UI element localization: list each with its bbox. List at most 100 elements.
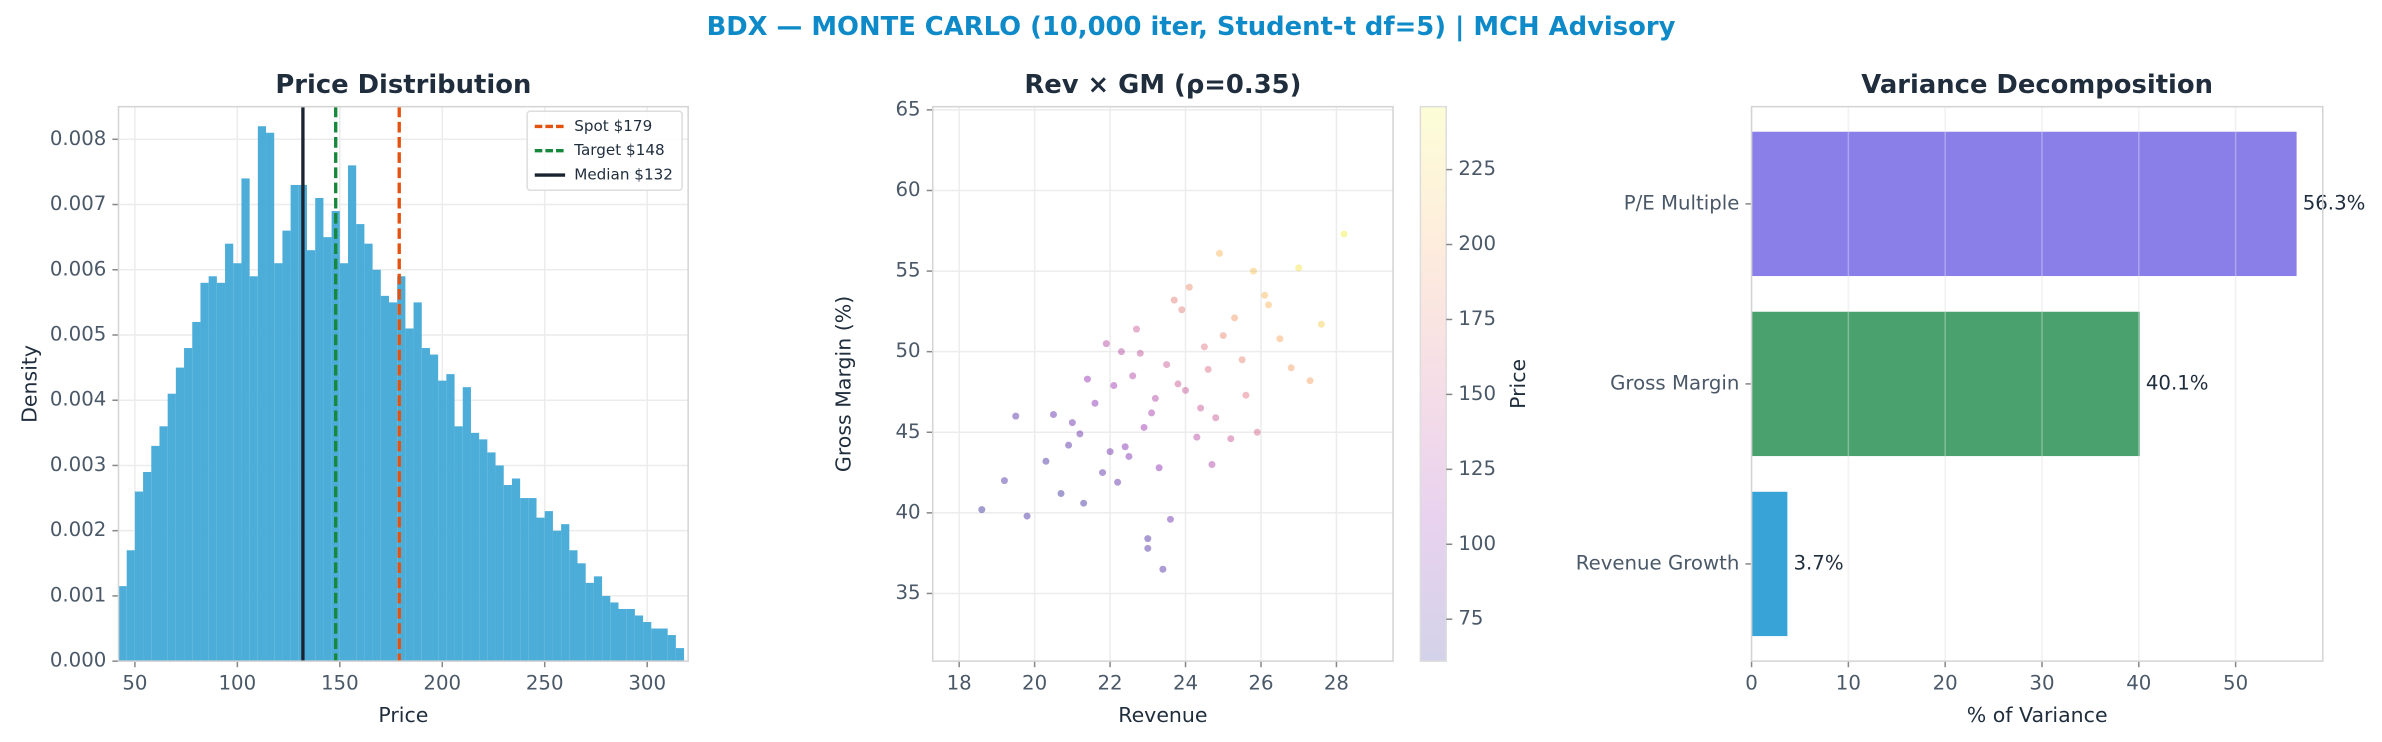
scatter-point — [1182, 386, 1190, 394]
histogram-bar — [372, 269, 381, 662]
histogram-bar — [249, 276, 258, 662]
y-tick-label: 0.003 — [50, 453, 107, 476]
x-axis-label: Revenue — [1118, 703, 1207, 727]
histogram-bar — [159, 426, 168, 662]
legend-label: Median $132 — [574, 166, 673, 184]
histogram-bar — [225, 243, 234, 662]
y-tick-label: 50 — [895, 339, 920, 362]
x-tick-label: 30 — [2029, 671, 2054, 694]
scatter-point — [1125, 452, 1133, 460]
histogram-bar — [626, 608, 635, 662]
x-tick-label: 200 — [423, 671, 461, 694]
x-tick-label: 28 — [1324, 671, 1349, 694]
category-label: P/E Multiple — [1624, 191, 1740, 214]
histogram-bar — [610, 602, 619, 662]
histogram-bar — [167, 393, 176, 662]
value-label: 3.7% — [1793, 551, 1843, 574]
histogram-bar — [233, 263, 242, 662]
scatter-point — [1215, 249, 1223, 257]
colorbar-tick-label: 75 — [1458, 607, 1483, 630]
histogram-bar — [356, 224, 365, 662]
scatter-point — [1295, 264, 1303, 272]
scatter-point — [1049, 411, 1057, 419]
x-tick-label: 18 — [947, 671, 972, 694]
y-tick-label: 40 — [895, 500, 920, 523]
histogram-bar — [413, 302, 422, 662]
histogram-bar — [470, 432, 480, 662]
figure-title: BDX — MONTE CARLO (10,000 iter, Student-… — [707, 12, 1676, 42]
histogram-bar — [175, 367, 185, 662]
scatter-point — [1110, 382, 1118, 390]
scatter-point — [1317, 320, 1325, 328]
scatter-point — [1099, 469, 1107, 477]
x-axis-label: % of Variance — [1967, 703, 2108, 727]
x-tick-label: 20 — [1933, 671, 1958, 694]
y-tick-label: 60 — [895, 178, 920, 201]
histogram-bar — [552, 530, 562, 662]
scatter-point — [1117, 348, 1125, 356]
scatter-point — [1065, 441, 1073, 449]
scatter-point — [1276, 335, 1284, 343]
legend: Spot $179 Target $148 Median $132 — [526, 110, 683, 191]
scatter-point — [1166, 515, 1174, 523]
value-label: 40.1% — [2146, 371, 2209, 394]
histogram-bar — [257, 126, 267, 662]
histogram-bar — [569, 550, 578, 662]
colorbar-tick-label: 125 — [1458, 457, 1496, 480]
scatter-point — [978, 506, 986, 514]
category-label: Revenue Growth — [1576, 551, 1740, 574]
value-label: 56.3% — [2303, 191, 2366, 214]
scatter-point — [1249, 267, 1257, 275]
y-tick-label: 35 — [895, 581, 920, 604]
scatter-point — [1042, 457, 1050, 465]
histogram-bar — [192, 321, 201, 662]
scatter-point — [1144, 544, 1152, 552]
x-tick-label: 20 — [1022, 671, 1047, 694]
histogram-bar — [495, 465, 504, 662]
histogram-bar — [438, 380, 447, 662]
y-tick-label: 65 — [895, 97, 920, 120]
scatter-point — [1185, 283, 1193, 291]
scatter-point — [1144, 535, 1152, 543]
scatter-point — [1132, 325, 1140, 333]
colorbar-tick-label: 100 — [1458, 532, 1496, 555]
histogram-bar — [421, 348, 430, 662]
y-tick-label: 0.005 — [50, 322, 107, 345]
scatter-point — [1265, 301, 1273, 309]
histogram-bar — [380, 295, 389, 662]
histogram-bar — [479, 439, 488, 662]
scatter-point — [1200, 343, 1208, 351]
histogram-bar — [511, 478, 521, 662]
histogram-bar — [667, 635, 676, 662]
scatter-point — [1091, 399, 1099, 407]
scatter-point — [1242, 391, 1250, 399]
histogram-bar — [462, 387, 471, 662]
scatter-point — [1148, 409, 1156, 417]
scatter-point — [1129, 372, 1137, 380]
scatter-point — [1140, 423, 1148, 431]
histogram-bar — [241, 178, 250, 662]
histogram-bar — [561, 524, 570, 662]
histogram-bar — [397, 276, 406, 662]
axes-frame — [931, 105, 1394, 662]
x-tick-label: 300 — [628, 671, 666, 694]
histogram-bar — [675, 648, 685, 662]
x-tick-label: 0 — [1745, 671, 1758, 694]
scatter-point — [1231, 314, 1239, 322]
histogram-bar — [216, 282, 226, 662]
y-tick-label: 45 — [895, 420, 920, 443]
scatter-point — [1204, 365, 1212, 373]
histogram-bar — [528, 498, 537, 662]
x-tick-label: 100 — [219, 671, 257, 694]
subplot-title: Variance Decomposition — [1861, 70, 2213, 100]
scatter-point — [1174, 380, 1182, 388]
scatter-point — [1000, 477, 1008, 485]
histogram-bar — [274, 263, 283, 662]
scatter-point — [1012, 412, 1020, 420]
histogram-bar — [454, 426, 463, 662]
scatter-point — [1197, 404, 1205, 412]
histogram-bar — [143, 471, 152, 662]
colorbar-tick-label: 150 — [1458, 382, 1496, 405]
scatter-point — [1178, 306, 1186, 314]
